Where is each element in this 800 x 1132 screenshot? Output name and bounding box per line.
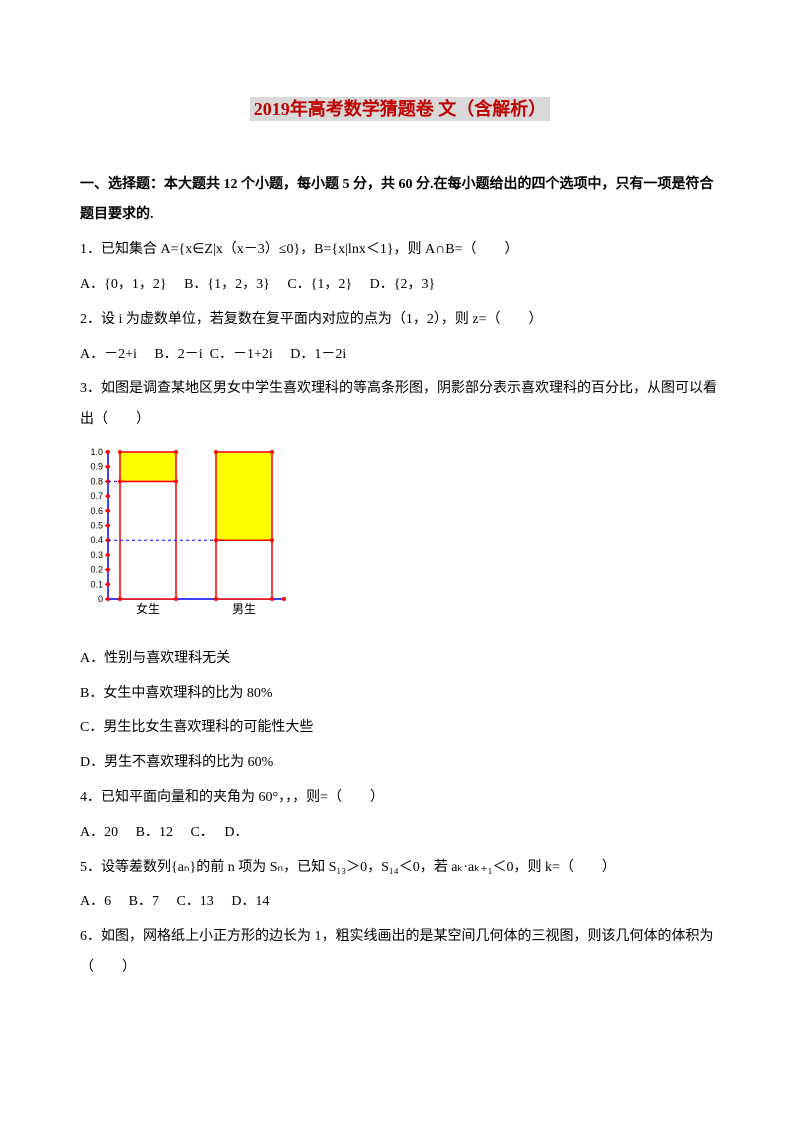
svg-text:0.2: 0.2 xyxy=(90,565,103,575)
svg-text:0.5: 0.5 xyxy=(90,520,103,530)
section-1-heading: 一、选择题：本大题共 12 个小题，每小题 5 分，共 60 分.在每小题给出的… xyxy=(80,170,720,232)
q1-opt-c: C．{1，2} xyxy=(287,277,352,292)
question-3: 3．如图是调查某地区男女中学生喜欢理科的等高条形图，阴影部分表示喜欢理科的百分比… xyxy=(80,374,720,436)
q3-opt-c: C．男生比女生喜欢理科的可能性大些 xyxy=(80,713,720,744)
q5-opt-c: C．13 xyxy=(176,894,213,909)
q2-opt-a: A．－2+i xyxy=(80,347,137,362)
page-title: 2019年高考数学猜题卷 文（含解析） xyxy=(80,90,720,130)
question-1-options: A．{0，1，2} B．{1，2，3} C．{1，2} D．{2，3} xyxy=(80,270,720,301)
q5-opt-d: D．14 xyxy=(231,894,269,909)
svg-text:0.3: 0.3 xyxy=(90,550,103,560)
q2-opt-b: B．2－i xyxy=(154,347,202,362)
q2-opt-c: C．－1+2i xyxy=(210,347,273,362)
svg-text:0: 0 xyxy=(98,594,103,604)
question-6: 6．如图，网格纸上小正方形的边长为 1，粗实线画出的是某空间几何体的三视图，则该… xyxy=(80,922,720,984)
q2-opt-d: D．1－2i xyxy=(290,347,346,362)
q4-opt-b: B．12 xyxy=(136,825,173,840)
bar-chart: 0 0.1 0.2 0.3 0.4 0.5 0.6 0.7 0.8 0.9 1.0 女生 男生 xyxy=(80,446,720,634)
q4-opt-d: D． xyxy=(224,825,248,840)
svg-text:0.7: 0.7 xyxy=(90,491,103,501)
question-4-options: A．20 B．12 C． D． xyxy=(80,818,720,849)
q5-opt-a: A．6 xyxy=(80,894,111,909)
q3-opt-b: B．女生中喜欢理科的比为 80% xyxy=(80,679,720,710)
q1-opt-d: D．{2，3} xyxy=(370,277,436,292)
q4-opt-c: C． xyxy=(190,825,213,840)
title-year: 2019 xyxy=(254,99,290,119)
q3-opt-a: A．性别与喜欢理科无关 xyxy=(80,644,720,675)
svg-text:女生: 女生 xyxy=(136,601,160,616)
svg-text:0.4: 0.4 xyxy=(90,535,103,545)
question-5-options: A．6 B．7 C．13 D．14 xyxy=(80,887,720,918)
svg-text:0.1: 0.1 xyxy=(90,579,103,589)
question-2: 2．设 i 为虚数单位，若复数在复平面内对应的点为（1，2），则 z=（ ） xyxy=(80,305,720,336)
svg-text:1.0: 1.0 xyxy=(90,447,103,457)
q1-opt-b: B．{1，2，3} xyxy=(184,277,270,292)
svg-text:0.8: 0.8 xyxy=(90,476,103,486)
question-1: 1．已知集合 A={x∈Z|x（x－3）≤0}，B={x|lnx＜1}，则 A∩… xyxy=(80,235,720,266)
svg-text:男生: 男生 xyxy=(232,602,256,616)
q1-opt-a: A．{0，1，2} xyxy=(80,277,167,292)
question-4: 4．已知平面向量和的夹角为 60°，，，则=（ ） xyxy=(80,783,720,814)
q5-opt-b: B．7 xyxy=(129,894,159,909)
q4-opt-a: A．20 xyxy=(80,825,118,840)
q3-opt-d: D．男生不喜欢理科的比为 60% xyxy=(80,748,720,779)
question-5: 5．设等差数列{aₙ}的前 n 项为 Sₙ，已知 S₁₃＞0，S₁₄＜0，若 a… xyxy=(80,853,720,884)
svg-text:0.9: 0.9 xyxy=(90,462,103,472)
title-rest: 年高考数学猜题卷 文（含解析） xyxy=(290,99,547,119)
question-2-options: A．－2+i B．2－i C．－1+2i D．1－2i xyxy=(80,340,720,371)
svg-text:0.6: 0.6 xyxy=(90,506,103,516)
